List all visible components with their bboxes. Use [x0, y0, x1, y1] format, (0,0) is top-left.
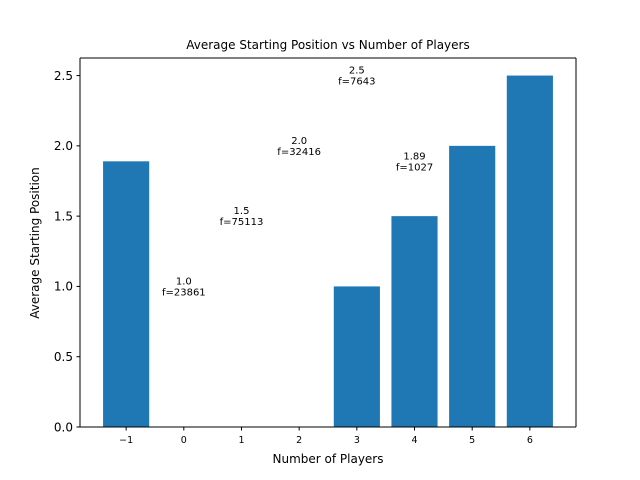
y-tick-label: 2.5	[54, 69, 73, 83]
x-tick-label: 1	[238, 435, 244, 446]
annotation-value: 1.0	[176, 276, 192, 287]
annotation-frequency: f=23861	[162, 287, 206, 298]
x-tick-label: 3	[354, 435, 360, 446]
x-tick-label: −1	[119, 435, 133, 446]
x-axis-label: Number of Players	[273, 452, 384, 466]
x-tick-label: 4	[411, 435, 417, 446]
bar	[391, 216, 438, 427]
annotation-value: 1.5	[234, 206, 250, 217]
y-axis-label: Average Starting Position	[28, 167, 42, 319]
x-tick-label: 0	[181, 435, 187, 446]
annotation-frequency: f=1027	[396, 162, 433, 173]
bar	[103, 161, 150, 427]
bar	[449, 145, 496, 428]
y-tick-label: 1.5	[54, 209, 73, 223]
bar	[333, 286, 380, 427]
annotation-value: 1.89	[403, 151, 425, 162]
annotation-frequency: f=7643	[338, 77, 375, 88]
x-tick-label: 5	[469, 435, 475, 446]
annotation-frequency: f=32416	[277, 147, 321, 158]
annotation-value: 2.5	[349, 66, 365, 77]
y-tick-label: 1.0	[54, 280, 73, 294]
chart-title: Average Starting Position vs Number of P…	[186, 38, 469, 52]
bar	[506, 75, 553, 427]
y-tick-label: 2.0	[54, 139, 73, 153]
annotation-frequency: f=75113	[220, 217, 264, 228]
y-tick-label: 0.0	[54, 420, 73, 434]
plot-area: 0.00.51.01.52.02.5−1 0 1 2 3 4 5 61.0f=238611.5…	[54, 57, 577, 446]
annotation-value: 2.0	[291, 136, 307, 147]
x-tick-label: 2	[296, 435, 302, 446]
y-tick-label: 0.5	[54, 350, 73, 364]
x-tick-label: 6	[527, 435, 533, 446]
